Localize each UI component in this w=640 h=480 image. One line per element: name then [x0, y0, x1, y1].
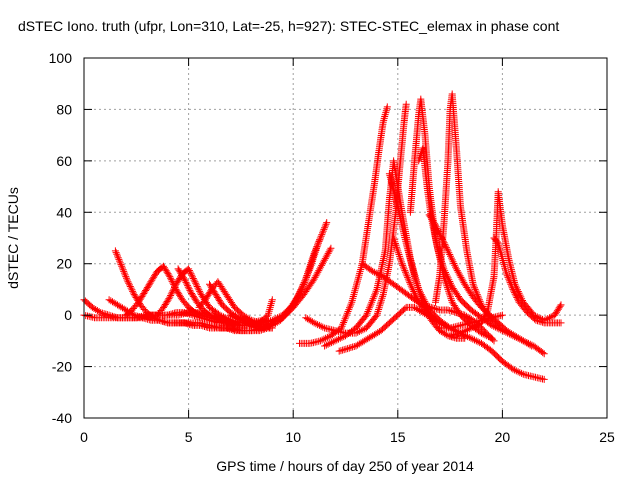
y-tick-label: 60 [56, 153, 72, 169]
data-point-markers [385, 170, 469, 342]
data-series [111, 247, 276, 335]
data-point-markers [432, 90, 502, 329]
axis-ticks: 0 5 10 15 20 25 -40 -20 0 20 40 60 80 100 [49, 50, 615, 445]
y-axis-label: dSTEC / TECUs [5, 187, 21, 289]
data-point-markers [237, 244, 335, 329]
x-tick-label: 10 [285, 429, 301, 445]
x-tick-label: 15 [390, 429, 406, 445]
x-tick-label: 0 [80, 429, 88, 445]
y-tick-label: 40 [56, 204, 72, 220]
data-point-markers [490, 234, 565, 327]
x-tick-label: 20 [495, 429, 511, 445]
data-series [432, 90, 502, 329]
data-point-markers [296, 103, 391, 347]
data-series [385, 170, 469, 342]
data-point-markers [111, 247, 276, 335]
data-series [237, 244, 335, 329]
grid [84, 58, 607, 418]
x-tick-label: 5 [185, 429, 193, 445]
x-tick-label: 25 [599, 429, 615, 445]
plot-frame [83, 57, 608, 419]
chart-title: dSTEC Iono. truth (ufpr, Lon=310, Lat=-2… [18, 18, 559, 34]
y-tick-label: -20 [52, 359, 72, 375]
data-series [490, 234, 565, 327]
y-tick-label: -40 [52, 410, 72, 426]
data-series [296, 103, 391, 347]
y-tick-label: 100 [49, 50, 73, 66]
y-tick-label: 20 [56, 256, 72, 272]
x-axis-label: GPS time / hours of day 250 of year 2014 [216, 458, 474, 474]
y-tick-label: 80 [56, 101, 72, 117]
y-tick-label: 0 [64, 307, 72, 323]
